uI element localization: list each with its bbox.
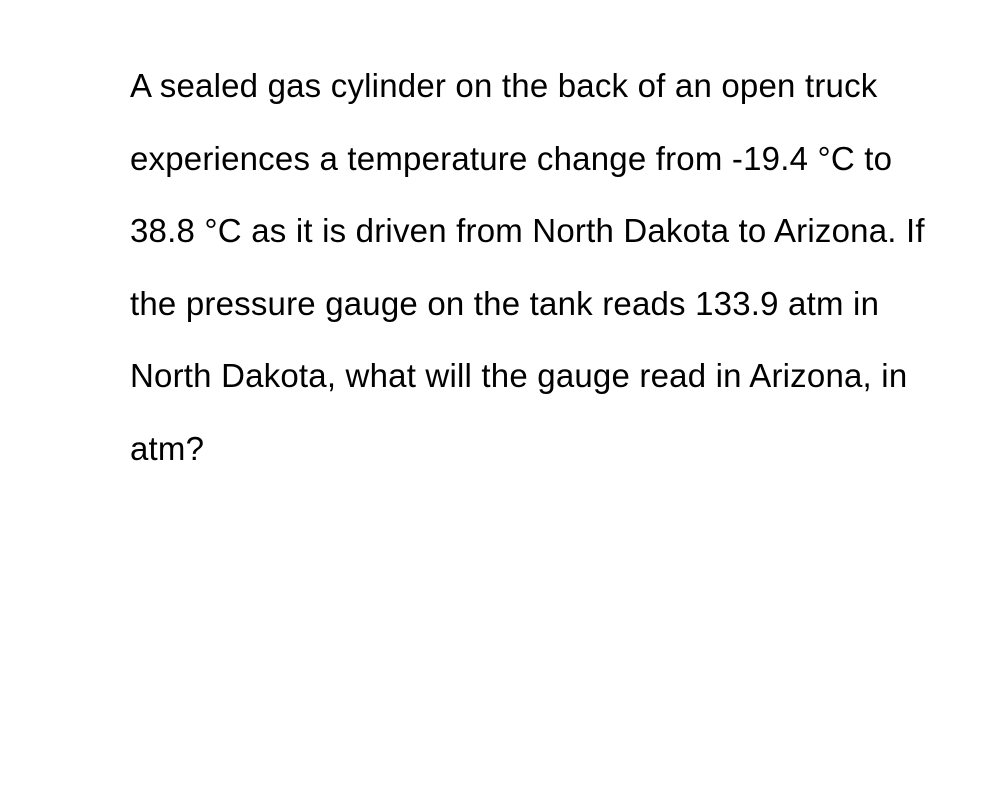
question-text: A sealed gas cylinder on the back of an … [130, 50, 936, 486]
